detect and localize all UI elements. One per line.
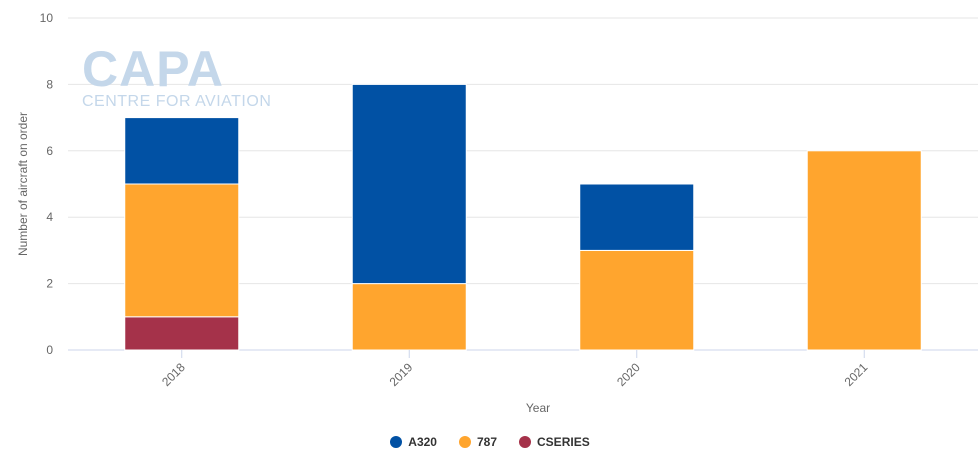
legend-label: A320 [408, 435, 437, 449]
x-tick-label: 2018 [159, 360, 188, 389]
x-axis-title: Year [526, 401, 550, 415]
bar-segment-cseries-2018[interactable] [124, 316, 240, 351]
watermark-subtitle: CENTRE FOR AVIATION [82, 93, 272, 110]
legend-item-cseries[interactable]: CSERIES [519, 435, 590, 449]
legend-item-787[interactable]: 787 [458, 435, 498, 449]
bar-segment-a320-2020[interactable] [579, 183, 695, 251]
bar-segment-787-2018[interactable] [124, 183, 240, 318]
y-tick-label: 2 [46, 277, 53, 291]
x-tick-label: 2021 [842, 360, 871, 389]
legend-swatch [519, 436, 532, 448]
legend-item-a320[interactable]: A320 [390, 435, 437, 449]
legend-label: CSERIES [537, 435, 590, 449]
chart-legend: A320 787 CSERIES [0, 435, 980, 449]
y-tick-label: 10 [40, 11, 54, 25]
legend-swatch [390, 436, 403, 448]
x-axis: 2018 2019 2020 2021 [159, 350, 871, 389]
legend-label: 787 [476, 435, 498, 449]
bar-segment-787-2019[interactable] [351, 283, 467, 351]
y-tick-label: 0 [46, 343, 53, 357]
bar-segment-a320-2018[interactable] [124, 117, 240, 185]
y-tick-label: 4 [46, 210, 53, 224]
watermark-title: CAPA [82, 41, 224, 97]
y-tick-label: 8 [46, 77, 53, 91]
legend-swatch [458, 436, 471, 448]
bar-segment-a320-2019[interactable] [351, 83, 467, 285]
y-axis: 0 2 4 6 8 10 [40, 11, 54, 357]
capa-watermark-logo: CAPA CENTRE FOR AVIATION [82, 44, 271, 110]
x-tick-label: 2020 [614, 360, 643, 389]
y-axis-title: Number of aircraft on order [16, 112, 30, 256]
bar-segment-787-2021[interactable] [806, 150, 922, 351]
y-tick-label: 6 [46, 144, 53, 158]
x-tick-label: 2019 [387, 360, 416, 389]
bar-stacks [124, 83, 922, 351]
bar-segment-787-2020[interactable] [579, 249, 695, 351]
